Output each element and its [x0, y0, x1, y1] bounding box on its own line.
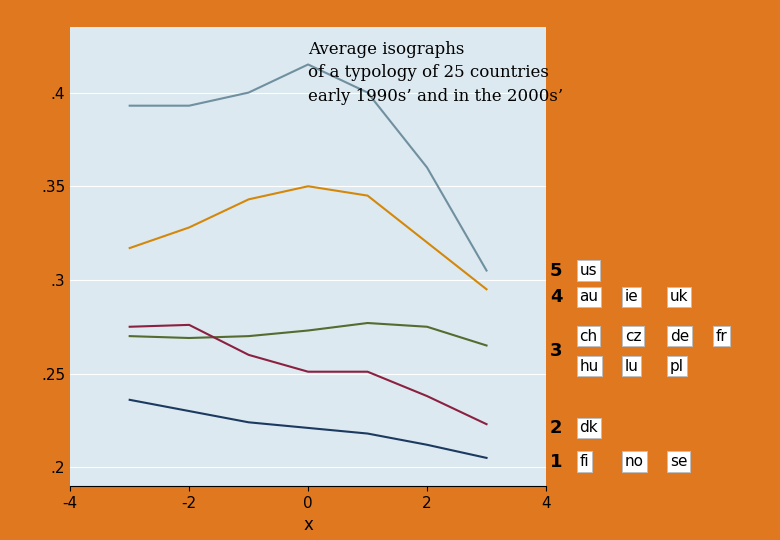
Text: uk: uk: [670, 289, 689, 304]
Text: fr: fr: [715, 329, 727, 343]
Text: dk: dk: [580, 421, 598, 435]
Text: us: us: [580, 263, 597, 278]
Text: 2: 2: [550, 419, 562, 437]
Text: lu: lu: [625, 359, 639, 374]
Text: 3: 3: [550, 342, 562, 360]
Text: 4: 4: [550, 288, 562, 306]
Text: no: no: [625, 454, 644, 469]
Text: hu: hu: [580, 359, 599, 374]
Text: 5: 5: [550, 261, 562, 280]
Text: 1: 1: [550, 453, 562, 471]
Text: de: de: [670, 329, 690, 343]
Text: ie: ie: [625, 289, 639, 304]
Text: au: au: [580, 289, 598, 304]
Text: se: se: [670, 454, 687, 469]
Text: pl: pl: [670, 359, 684, 374]
X-axis label: x: x: [303, 516, 313, 534]
Text: fi: fi: [580, 454, 589, 469]
Text: Average isographs
of a typology of 25 countries
early 1990s’ and in the 2000s’: Average isographs of a typology of 25 co…: [308, 41, 563, 105]
Text: cz: cz: [625, 329, 641, 343]
Text: ch: ch: [580, 329, 597, 343]
